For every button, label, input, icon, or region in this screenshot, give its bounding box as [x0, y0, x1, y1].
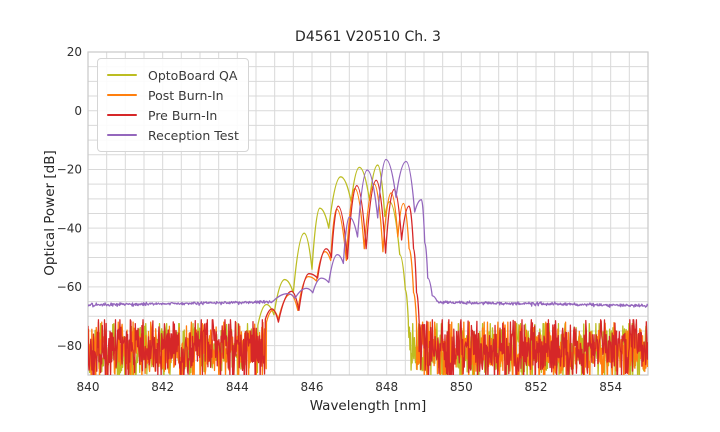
x-tick-label: 844: [226, 380, 249, 394]
legend-label: Post Burn-In: [148, 87, 224, 103]
series-line-reception-test: [88, 158, 648, 308]
series-line-pre-burn-in: [88, 179, 648, 375]
legend-item-reception-test: Reception Test: [107, 125, 240, 145]
chart-title: D4561 V20510 Ch. 3: [295, 29, 441, 45]
x-axis-label: Wavelength [nm]: [309, 398, 427, 414]
legend-line-swatch: [107, 93, 137, 97]
legend: OptoBoard QA Post Burn-In Pre Burn-In Re…: [97, 58, 249, 152]
legend-label: Pre Burn-In: [148, 107, 218, 123]
y-tick-label: −20: [57, 163, 82, 177]
y-tick-label: 20: [67, 45, 82, 59]
legend-item-optoboard-qa: OptoBoard QA: [107, 65, 240, 85]
x-tick-label: 850: [450, 380, 473, 394]
plot-frame: [87, 51, 649, 376]
y-tick-label: −60: [57, 280, 82, 294]
x-tick-label: 842: [151, 380, 174, 394]
legend-label: OptoBoard QA: [148, 67, 238, 83]
legend-line-swatch: [107, 113, 137, 117]
y-tick-label: −40: [57, 221, 82, 235]
y-tick-label: 0: [74, 104, 82, 118]
y-tick-label: −80: [57, 339, 82, 353]
x-tick-label: 852: [525, 380, 548, 394]
legend-item-post-burn-in: Post Burn-In: [107, 85, 240, 105]
x-tick-label: 854: [599, 380, 622, 394]
legend-line-swatch: [107, 133, 137, 137]
legend-item-pre-burn-in: Pre Burn-In: [107, 105, 240, 125]
legend-line-swatch: [107, 73, 137, 77]
x-tick-label: 848: [375, 380, 398, 394]
x-tick-label: 840: [77, 380, 100, 394]
legend-label: Reception Test: [148, 127, 239, 143]
y-axis-label: Optical Power [dB]: [42, 150, 58, 276]
x-tick-label: 846: [301, 380, 324, 394]
